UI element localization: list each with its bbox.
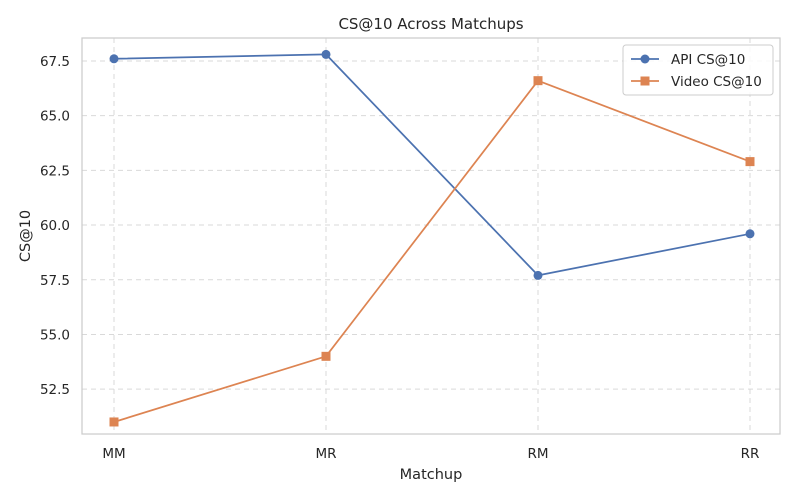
data-point [321, 351, 331, 361]
legend-box [622, 44, 774, 96]
data-point [533, 76, 543, 86]
y-tick-label: 52.5 [40, 382, 70, 398]
legend: API CS@10 Video CS@10 [622, 44, 774, 96]
data-point [109, 54, 119, 64]
data-point [533, 270, 543, 280]
chart-title: CS@10 Across Matchups [338, 15, 523, 33]
data-point [109, 417, 119, 427]
y-tick-label: 60.0 [40, 218, 70, 234]
plot-frame [81, 37, 781, 435]
x-axis-ticks: MM MR RM RR [102, 446, 759, 462]
grid [82, 38, 780, 434]
legend-entry: Video CS@10 [631, 74, 762, 90]
data-point [321, 49, 331, 59]
y-axis-ticks: 52.5 55.0 57.5 60.0 62.5 65.0 67.5 [40, 54, 70, 398]
x-tick-label: MM [102, 446, 125, 462]
y-tick-label: 55.0 [40, 327, 70, 343]
y-tick-label: 67.5 [40, 54, 70, 70]
series [109, 49, 755, 427]
x-tick-label: MR [315, 446, 336, 462]
x-tick-label: RR [741, 446, 760, 462]
series-line [113, 79, 751, 423]
series-line [113, 53, 751, 277]
y-tick-label: 62.5 [40, 163, 70, 179]
y-tick-label: 65.0 [40, 109, 70, 125]
series-2 [109, 76, 755, 427]
legend-items: API CS@10 Video CS@10 [631, 52, 762, 90]
data-point [745, 229, 755, 239]
x-tick-label: RM [527, 446, 548, 462]
y-tick-label: 57.5 [40, 273, 70, 289]
x-axis-label: Matchup [400, 467, 463, 483]
y-axis-label: CS@10 [18, 210, 34, 262]
legend-entry: API CS@10 [631, 52, 745, 68]
legend-marker [640, 54, 650, 64]
legend-label: API CS@10 [671, 52, 745, 68]
data-point [745, 157, 755, 167]
legend-marker [640, 76, 650, 86]
series-1 [109, 49, 755, 280]
legend-label: Video CS@10 [671, 74, 762, 90]
